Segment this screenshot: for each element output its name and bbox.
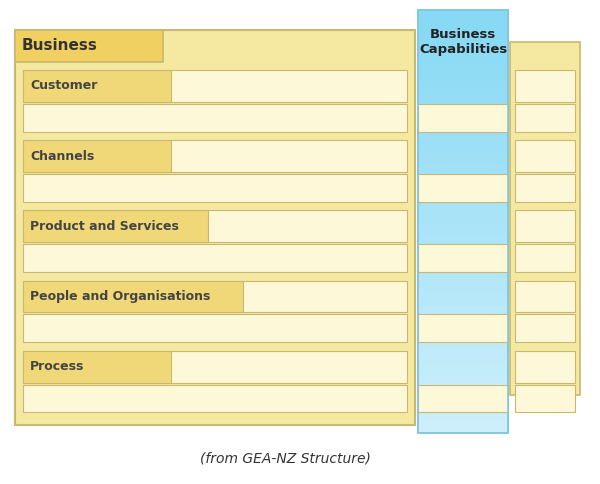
Bar <box>418 174 508 202</box>
Bar <box>418 66 508 81</box>
Bar <box>418 10 508 433</box>
Bar <box>418 104 508 132</box>
Bar <box>418 348 508 363</box>
Bar <box>23 315 407 342</box>
Bar <box>515 70 575 102</box>
Bar <box>23 140 407 172</box>
Bar <box>23 70 407 102</box>
Bar <box>23 211 407 242</box>
Bar <box>418 419 508 434</box>
Bar <box>418 334 508 349</box>
Bar <box>23 281 407 312</box>
Bar <box>418 377 508 391</box>
Bar <box>418 306 508 321</box>
Bar <box>418 405 508 420</box>
Bar <box>418 179 508 194</box>
Bar <box>418 264 508 278</box>
Bar <box>418 250 508 264</box>
Bar <box>515 174 575 202</box>
Bar <box>23 104 407 132</box>
Bar <box>15 30 163 62</box>
Bar <box>418 24 508 39</box>
Bar <box>515 104 575 132</box>
Bar <box>515 351 575 382</box>
Bar <box>418 208 508 222</box>
Bar <box>418 193 508 208</box>
Bar <box>418 109 508 123</box>
Bar <box>418 278 508 292</box>
Text: Business
Capabilities: Business Capabilities <box>419 28 507 56</box>
Bar <box>418 52 508 67</box>
Bar <box>515 211 575 242</box>
Bar <box>418 80 508 95</box>
Bar <box>418 315 508 342</box>
Bar <box>418 320 508 335</box>
Bar <box>418 222 508 236</box>
Bar <box>418 363 508 377</box>
Bar <box>418 94 508 109</box>
Bar <box>23 351 171 382</box>
Bar <box>23 385 407 412</box>
Text: Customer: Customer <box>30 79 97 92</box>
Bar <box>23 351 407 382</box>
Bar <box>23 174 407 202</box>
Bar <box>23 281 243 312</box>
Bar <box>418 165 508 180</box>
Bar <box>418 123 508 137</box>
Text: Business: Business <box>22 39 98 54</box>
Bar <box>515 385 575 412</box>
Bar <box>418 137 508 151</box>
Bar <box>418 236 508 250</box>
Bar <box>515 140 575 172</box>
Bar <box>15 30 415 425</box>
Bar <box>418 292 508 306</box>
Bar <box>418 391 508 405</box>
Text: Channels: Channels <box>30 150 94 163</box>
Bar <box>23 211 208 242</box>
Bar <box>515 315 575 342</box>
Bar <box>515 281 575 312</box>
Bar <box>23 140 171 172</box>
Bar <box>418 10 508 433</box>
Text: Product and Services: Product and Services <box>30 220 179 233</box>
Text: People and Organisations: People and Organisations <box>30 290 211 303</box>
Bar <box>418 38 508 53</box>
Bar <box>23 70 171 102</box>
Text: (from GEA-NZ Structure): (from GEA-NZ Structure) <box>200 451 370 465</box>
Text: Process: Process <box>30 360 85 373</box>
Bar <box>418 385 508 412</box>
Bar <box>418 244 508 272</box>
Bar <box>418 10 508 25</box>
Bar <box>23 244 407 272</box>
Bar <box>418 151 508 166</box>
Bar <box>510 42 580 395</box>
Bar <box>515 244 575 272</box>
